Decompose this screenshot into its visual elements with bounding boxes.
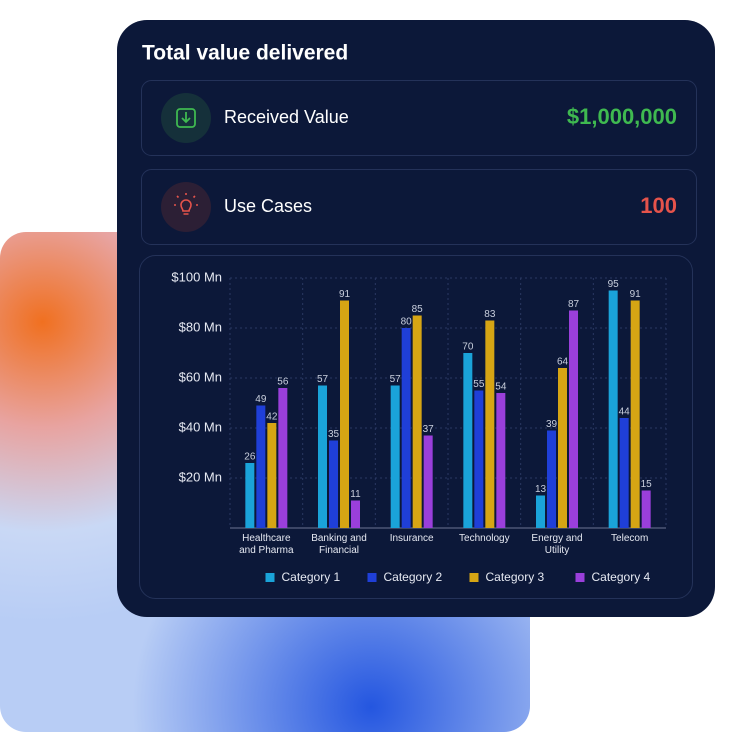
y-tick-label: $60 Mn (179, 369, 222, 384)
chart-box (139, 255, 693, 599)
x-tick-label: Telecom (611, 533, 649, 544)
bar (245, 463, 255, 528)
value-label: 55 (473, 379, 485, 390)
value-label: 95 (608, 279, 620, 290)
value-label: 83 (484, 309, 496, 320)
kpi-icon (181, 112, 191, 124)
value-label: 37 (423, 424, 435, 435)
value-label: 85 (412, 304, 424, 315)
legend-swatch (469, 573, 479, 582)
value-label: 42 (266, 412, 278, 423)
kpi-box (141, 80, 697, 156)
bar (569, 310, 578, 528)
y-tick-label: $40 Mn (179, 419, 222, 434)
x-tick-label: Healthcare and Pharma (239, 533, 294, 556)
bar (630, 300, 640, 528)
bar (496, 393, 506, 528)
bar (547, 430, 556, 528)
value-label: 15 (641, 479, 653, 490)
legend-swatch (367, 573, 377, 582)
kpi-label: Use Cases (224, 196, 312, 216)
bar (485, 320, 495, 528)
legend-swatch (575, 573, 585, 582)
kpi-icon (174, 193, 198, 215)
value-label: 57 (390, 374, 402, 385)
bar (412, 315, 422, 528)
bar (351, 500, 360, 528)
bar (536, 495, 545, 528)
y-tick-label: $100 Mn (171, 269, 222, 284)
value-label: 49 (255, 394, 267, 405)
bar (474, 390, 484, 528)
bar (619, 418, 629, 528)
value-label: 13 (535, 484, 547, 495)
kpi-icon-bg (161, 182, 211, 232)
value-label: 87 (568, 299, 580, 310)
value-label: 56 (277, 377, 289, 388)
legend-label: Category 2 (384, 570, 443, 584)
bar (340, 300, 349, 528)
value-label: 44 (619, 407, 631, 418)
x-tick-label: Banking and Financial (311, 533, 367, 556)
value-label: 70 (462, 342, 474, 353)
bar (267, 423, 277, 528)
x-tick-label: Energy and Utility (531, 533, 583, 556)
kpi-icon (176, 108, 196, 128)
card-title: Total value delivered (142, 42, 348, 65)
kpi-box (141, 169, 697, 245)
bar (558, 368, 567, 528)
kpi-label: Received Value (224, 107, 349, 127)
value-label: 91 (630, 289, 642, 300)
x-tick-label: Technology (459, 533, 510, 544)
legend-swatch (265, 573, 275, 582)
legend-label: Category 1 (282, 570, 341, 584)
value-label: 91 (339, 289, 351, 300)
bar (463, 353, 473, 528)
value-label: 39 (546, 419, 558, 430)
x-tick-label: Insurance (389, 533, 434, 544)
value-label: 35 (328, 429, 340, 440)
bar (329, 440, 338, 528)
bar (641, 490, 651, 528)
bar (401, 328, 411, 528)
bar (318, 385, 327, 528)
bar (608, 290, 618, 528)
value-label: 54 (495, 382, 507, 393)
kpi-value: 100 (640, 193, 677, 218)
value-label: 64 (557, 357, 569, 368)
bar (256, 405, 266, 528)
legend-label: Category 4 (592, 570, 651, 584)
bar (390, 385, 400, 528)
value-label: 57 (317, 374, 329, 385)
legend-label: Category 3 (486, 570, 545, 584)
kpi-value: $1,000,000 (567, 104, 677, 129)
y-tick-label: $20 Mn (179, 469, 222, 484)
bar (423, 435, 433, 528)
value-label: 80 (401, 317, 413, 328)
value-label: 11 (350, 489, 361, 500)
value-label: 26 (244, 452, 256, 463)
y-tick-label: $80 Mn (179, 319, 222, 334)
bar (278, 388, 288, 528)
